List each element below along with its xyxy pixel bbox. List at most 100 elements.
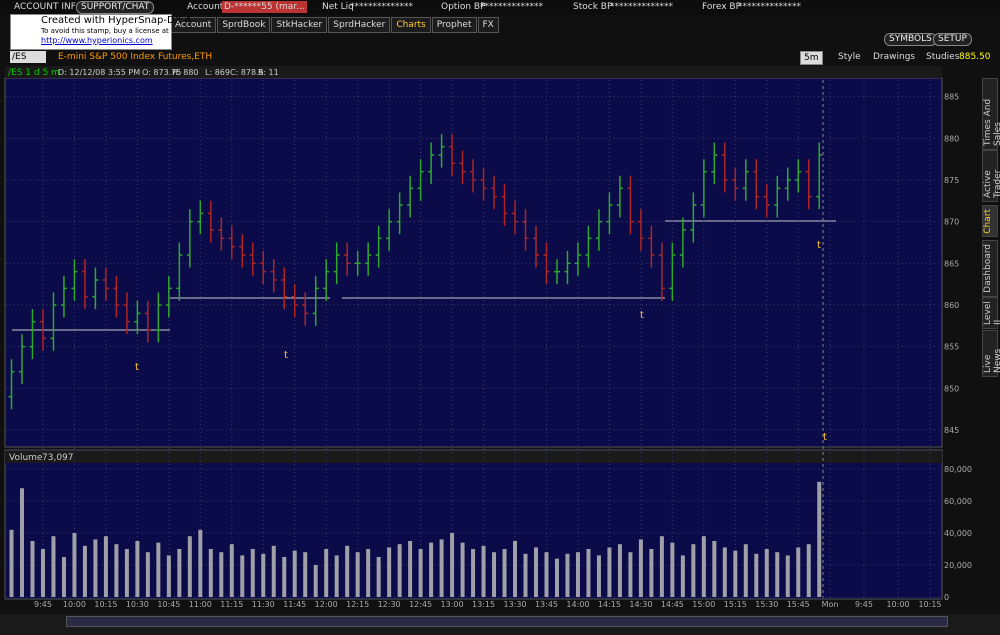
tab[interactable]: Charts [391, 17, 431, 33]
tab[interactable]: FX [477, 17, 499, 33]
x-tick-label: 9:45 [855, 600, 873, 609]
volume-bar [554, 558, 559, 597]
volume-bar [387, 547, 392, 597]
volume-bar [523, 553, 528, 597]
x-tick-label: 11:00 [189, 600, 212, 609]
x-tick-label: 13:00 [441, 600, 464, 609]
stamp-link: http://www.hyperionics.com [41, 36, 153, 45]
side-tab[interactable]: Dashboard [982, 240, 998, 297]
volume-bar [93, 539, 98, 597]
header-field: R: 11 [258, 68, 279, 77]
volume-bar [471, 549, 476, 597]
volume-bar [817, 481, 822, 597]
studies-button[interactable]: Studies [926, 52, 960, 62]
tab[interactable]: Prophet [431, 17, 477, 33]
header-field: D: 12/12/08 3:55 PM [58, 68, 140, 77]
side-tab[interactable]: Active Trader [982, 150, 1000, 202]
y2-tick-label: 60,000 [944, 497, 972, 506]
label: Net Liq [322, 2, 354, 12]
volume-value: 73,097 [42, 453, 74, 463]
volume-bar [733, 550, 738, 597]
volume-bar [30, 541, 35, 597]
volume-bar [250, 549, 255, 597]
volume-bar [565, 553, 570, 597]
side-tab[interactable]: Chart [982, 205, 998, 237]
volume-bar [366, 549, 371, 597]
volume-bar [439, 539, 444, 597]
x-tick-label: 12:45 [409, 600, 432, 609]
tab-strip: Account SprdBook StkHacker SprdHacker Charts… [170, 17, 500, 33]
description: E-mini S&P 500 Index Futures,ETH [58, 52, 213, 62]
x-tick-label: 12:15 [346, 600, 369, 609]
volume-bar [408, 541, 413, 597]
y-tick-label: 850 [944, 384, 959, 393]
volume-bar [292, 550, 297, 597]
y-tick-label: 870 [944, 218, 959, 227]
volume-bar [638, 539, 643, 597]
x-tick-label: 15:30 [755, 600, 778, 609]
style-button[interactable]: Style [838, 52, 861, 62]
y2-tick-label: 80,000 [944, 465, 972, 474]
x-tick-label: 11:15 [220, 600, 243, 609]
volume-bar [19, 488, 24, 597]
volume-bar [586, 549, 591, 597]
symbol-input[interactable]: /ES [10, 51, 46, 63]
volume-bar [187, 536, 192, 597]
x-tick-label: 12:30 [378, 600, 401, 609]
volume-bar [261, 553, 266, 597]
volume-bar [596, 555, 601, 597]
volume-bar [61, 557, 66, 597]
y-tick-label: 880 [944, 134, 959, 143]
value: ************** [350, 2, 413, 12]
x-tick-label: 14:00 [566, 600, 589, 609]
tab[interactable]: SprdHacker [328, 17, 391, 33]
volume-title: Volume [9, 453, 43, 463]
volume-bar [806, 544, 811, 597]
stamp-text: Created with HyperSnap-DX 4 [41, 15, 192, 26]
volume-bar [502, 549, 507, 597]
volume-bar [72, 533, 77, 597]
volume-bar [9, 529, 14, 597]
annotation: t [135, 362, 139, 373]
x-tick-label: 15:15 [724, 600, 747, 609]
side-tab[interactable]: Live News [982, 330, 1000, 377]
x-tick-label: 10:30 [126, 600, 149, 609]
side-tab-label: Times And Sales [983, 98, 1000, 146]
y-tick-label: 855 [944, 343, 959, 352]
side-tab-label: Live News [983, 348, 1000, 373]
volume-bar [240, 555, 245, 597]
volume-bar [544, 552, 549, 597]
volume-bar [649, 549, 654, 597]
x-tick-label: 14:15 [598, 600, 621, 609]
side-tab-label: Active Trader [983, 169, 1000, 198]
volume-bar [691, 544, 696, 597]
x-tick-label: 15:45 [787, 600, 810, 609]
support-button[interactable]: SUPPORT/CHAT [76, 1, 155, 14]
side-tab[interactable]: Times And Sales [982, 78, 1000, 150]
interval[interactable]: 5m [800, 51, 823, 65]
volume-bar [712, 541, 717, 597]
x-tick-label: 13:45 [535, 600, 558, 609]
scrollbar[interactable] [66, 616, 948, 627]
header-field: L: 869 [205, 68, 230, 77]
volume-bar [785, 555, 790, 597]
drawings-button[interactable]: Drawings [873, 52, 916, 62]
setup-button[interactable]: SETUP [933, 33, 972, 46]
x-tick-label: 15:00 [692, 600, 715, 609]
x-tick-label: 10:00 [63, 600, 86, 609]
tab[interactable]: StkHacker [271, 17, 328, 33]
account-select[interactable]: D-******55 (mar... [222, 1, 307, 13]
value: ************** [738, 2, 801, 12]
tab[interactable]: SprdBook [217, 17, 271, 33]
volume-bar [324, 549, 329, 597]
last-price: 885.50 [959, 52, 991, 62]
y-tick-label: 845 [944, 426, 959, 435]
volume-bar [282, 557, 287, 597]
tab[interactable]: Account [170, 17, 217, 33]
account-info[interactable]: ACCOUNT INFO [14, 2, 83, 12]
x-tick-label: 13:15 [472, 600, 495, 609]
side-tab-label: Level II [983, 301, 1000, 325]
side-tab[interactable]: Level II [982, 297, 1000, 329]
volume-bar [135, 541, 140, 597]
header-field: H: 880 [172, 68, 199, 77]
